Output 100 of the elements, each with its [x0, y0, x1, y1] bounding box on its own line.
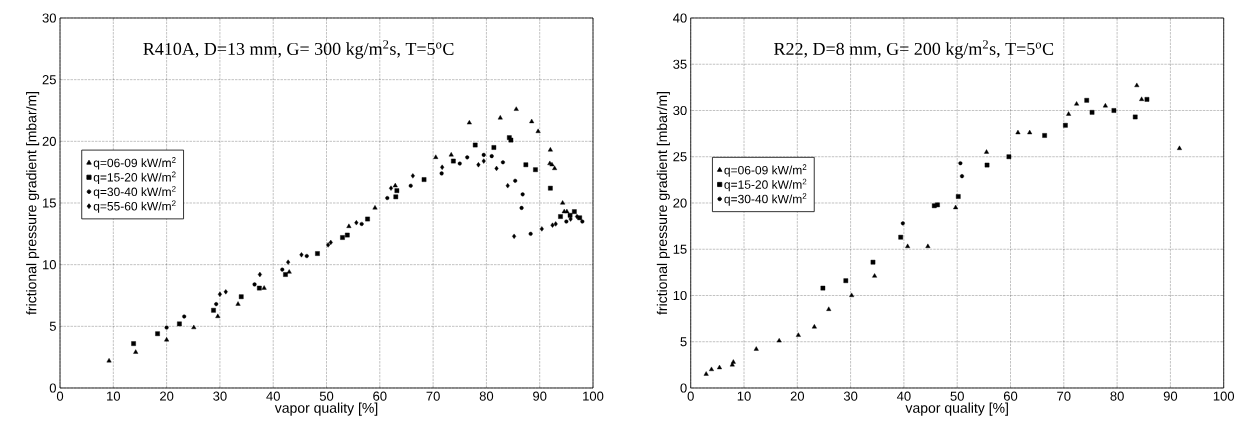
point [257, 271, 262, 278]
point [421, 177, 427, 182]
point [960, 174, 964, 179]
point [448, 152, 454, 157]
point [826, 306, 832, 311]
point [564, 208, 570, 214]
point [900, 221, 905, 226]
point [513, 178, 518, 183]
point [558, 214, 563, 219]
point [466, 120, 472, 125]
point [155, 331, 160, 337]
x-tick-label: 0 [56, 391, 64, 401]
point [261, 285, 267, 290]
point [548, 185, 553, 191]
x-tick-label: 30 [213, 391, 227, 401]
point [849, 292, 855, 297]
point [457, 161, 462, 166]
x-tick-label: 20 [790, 391, 805, 401]
point [553, 221, 558, 227]
point [440, 164, 445, 170]
point [811, 324, 817, 329]
point [535, 128, 541, 133]
x-tick-label: 20 [160, 391, 174, 401]
point [494, 165, 499, 172]
point [539, 226, 544, 232]
legend-label: q=30-40 kW/m$^{2}$ [93, 185, 176, 199]
point [953, 204, 959, 210]
x-axis-title: vapor quality [%] [905, 402, 1008, 416]
point [235, 301, 241, 306]
point [580, 219, 585, 224]
point [439, 171, 444, 176]
point [340, 235, 345, 240]
y-tick-label: 0 [680, 383, 687, 393]
point [1042, 133, 1047, 138]
point [346, 223, 352, 228]
y-tick-label: 10 [43, 260, 56, 270]
x-tick-label: 60 [1003, 391, 1018, 401]
point [1006, 154, 1012, 160]
point [328, 239, 333, 246]
point [820, 285, 826, 291]
point [106, 358, 112, 363]
point [520, 192, 525, 197]
point [935, 202, 940, 208]
y-axis-title: frictional pressure gradient [mbar/m] [656, 91, 670, 315]
point [481, 152, 486, 157]
y-tick-label: 25 [42, 75, 56, 85]
point [491, 145, 497, 150]
x-tick-label: 70 [426, 391, 440, 401]
point [257, 285, 262, 291]
point [795, 332, 801, 337]
point [410, 173, 415, 179]
point [512, 233, 517, 239]
x-tick-label: 0 [687, 391, 694, 401]
point [560, 200, 566, 205]
y-tick-label: 5 [49, 321, 56, 331]
point [238, 294, 244, 300]
x-tick-label: 90 [533, 391, 547, 401]
point [568, 216, 573, 222]
point [465, 155, 470, 160]
point [925, 243, 931, 248]
point [500, 160, 505, 165]
point [304, 254, 309, 259]
x-tick-label: 100 [1213, 391, 1235, 401]
y-axis-title: frictional pressure gradient [mbar/m] [26, 91, 40, 315]
x-tick-label: 90 [1163, 391, 1178, 401]
point [1089, 110, 1095, 115]
point [1111, 108, 1117, 113]
point [372, 205, 378, 210]
point [1066, 111, 1072, 116]
point [1132, 114, 1138, 120]
point [550, 222, 555, 228]
point [497, 115, 503, 120]
point [567, 213, 573, 218]
point [1139, 96, 1145, 101]
x-tick-label: 40 [896, 391, 911, 401]
point [703, 371, 709, 376]
point [898, 234, 903, 240]
x-axis-title: vapor quality [%] [274, 402, 378, 416]
point [872, 273, 878, 278]
point [1084, 98, 1090, 103]
x-tick-label: 70 [1057, 391, 1071, 401]
point [1015, 129, 1021, 135]
x-tick-label: 30 [843, 391, 858, 401]
point [217, 291, 222, 297]
point [1144, 97, 1150, 102]
point [472, 142, 478, 148]
point [776, 338, 782, 343]
point [572, 209, 577, 214]
point [1177, 145, 1182, 150]
point [870, 259, 876, 265]
point [476, 162, 481, 168]
point [389, 185, 393, 191]
y-tick-label: 25 [673, 152, 687, 162]
annotation: R410A, D=13 mm, G= 300 kg/m$^{2}$s, T=5$^{o}$C [143, 40, 454, 59]
point [211, 307, 216, 313]
point [252, 282, 257, 287]
y-tick-label: 40 [673, 13, 687, 23]
legend-label: q=06-09 kW/m$^{2}$ [93, 157, 176, 170]
x-tick-label: 80 [1110, 391, 1124, 401]
x-tick-label: 10 [737, 391, 751, 401]
